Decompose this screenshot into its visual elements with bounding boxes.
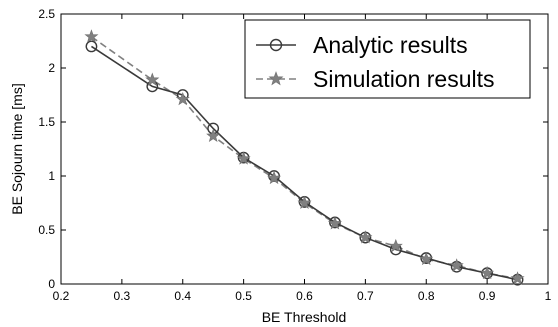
simulation-point [449, 258, 464, 272]
legend-simulation-marker [268, 71, 284, 86]
y-tick-label: 1 [48, 169, 55, 183]
legend-analytic-label: Analytic results [313, 32, 468, 58]
simulation-point [236, 151, 251, 165]
simulation-point [480, 265, 495, 280]
simulation-point [267, 170, 282, 185]
x-tick-label: 0.6 [296, 289, 313, 303]
simulation-point [84, 29, 99, 43]
x-tick-label: 0.5 [235, 289, 252, 303]
x-tick-label: 0.4 [174, 289, 191, 303]
x-tick-label: 1 [545, 289, 552, 303]
x-tick-label: 0.9 [479, 289, 496, 303]
legend-box [244, 19, 531, 99]
simulation-point [297, 195, 312, 209]
legend-simulation-label: Simulation results [313, 66, 495, 92]
x-tick-label: 0.3 [114, 289, 131, 303]
legend: Analytic results Simulation results [244, 19, 531, 99]
legend-analytic-marker [269, 38, 283, 52]
simulation-point [206, 128, 221, 143]
analytic-point [85, 40, 98, 53]
simulation-point [510, 271, 525, 285]
y-tick-label: 0.5 [38, 223, 55, 237]
simulation-point [175, 91, 190, 106]
axis-ticks: 0.2 0.3 0.4 0.5 0.6 0.7 0.8 0.9 1 0 0.5 1 1.5 2 2.5 [38, 7, 551, 303]
simulation-point [358, 230, 373, 244]
simulation-point [388, 238, 403, 253]
y-tick-label: 2 [48, 61, 55, 75]
x-tick-label: 0.2 [53, 289, 70, 303]
y-axis-label: BE Sojourn time [ms] [9, 83, 25, 215]
y-tick-label: 2.5 [38, 7, 55, 21]
x-axis-label: BE Threshold [262, 309, 347, 325]
y-tick-label: 0 [48, 277, 55, 291]
simulation-point [145, 72, 160, 86]
x-tick-label: 0.8 [418, 289, 435, 303]
simulation-point [327, 216, 342, 230]
series-layer [84, 29, 525, 286]
x-tick-label: 0.7 [357, 289, 374, 303]
simulation-point [419, 251, 434, 266]
y-tick-label: 1.5 [38, 115, 55, 129]
